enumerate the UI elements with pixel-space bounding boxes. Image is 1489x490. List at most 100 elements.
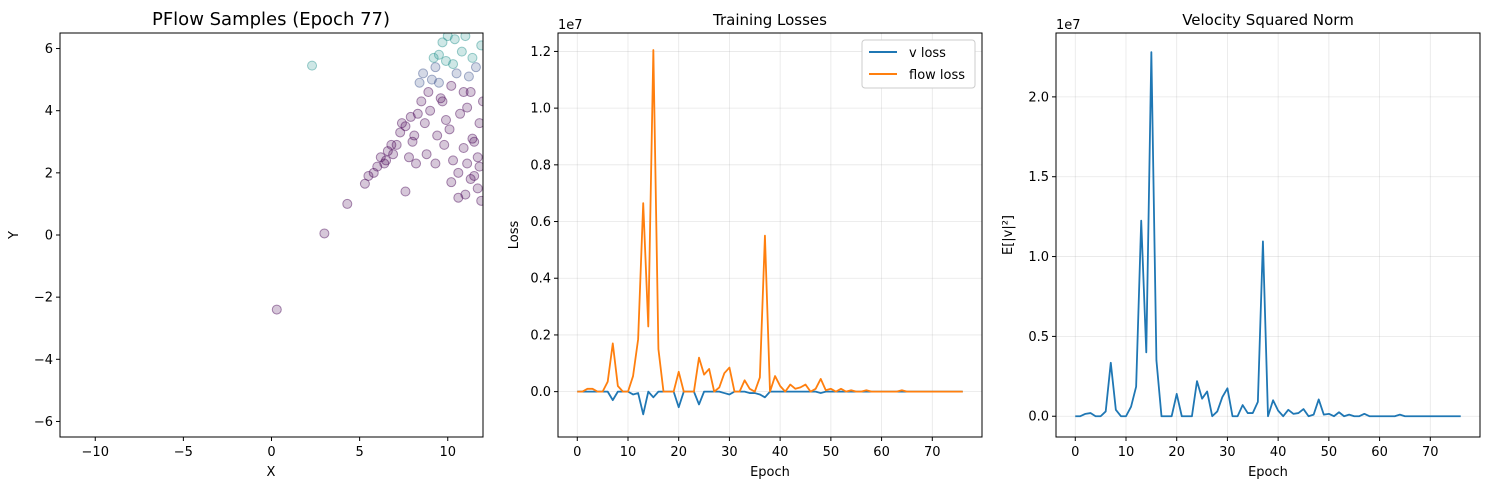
velocity-plot-area: [1075, 51, 1461, 418]
scatter-point: [444, 124, 455, 135]
scatter-point: [458, 87, 469, 98]
velocity-x-ticks: 0 10 20 30 40 50 60 70: [1071, 437, 1439, 460]
y-tick-label: −6: [34, 415, 53, 430]
scatter-point: [421, 149, 432, 160]
losses-legend: v loss flow loss: [861, 39, 976, 89]
y-tick-label: 0.0: [1028, 410, 1049, 425]
scatter-point: [400, 121, 411, 132]
x-tick-label: 5: [355, 445, 363, 460]
scatter-point: [474, 161, 483, 172]
x-tick-label: 70: [924, 445, 941, 460]
scatter-point: [381, 155, 392, 166]
losses-y-label: Loss: [507, 221, 522, 250]
x-tick-label: 30: [1219, 445, 1236, 460]
scatter-point: [412, 108, 423, 119]
x-tick-label: 30: [721, 445, 738, 460]
x-tick-label: 50: [823, 445, 840, 460]
y-tick-label: 0.5: [1028, 330, 1049, 345]
scatter-point: [462, 158, 473, 169]
losses-x-label: Epoch: [750, 465, 790, 480]
y-tick-label: −2: [34, 291, 53, 306]
scatter-point: [467, 52, 478, 63]
scatter-frame: [59, 32, 484, 438]
y-tick-label: 0.6: [530, 215, 551, 230]
velocity-grid: [1056, 33, 1480, 437]
scatter-point: [388, 149, 399, 160]
scatter-point: [448, 59, 459, 70]
scatter-point: [271, 304, 282, 315]
scatter-point: [426, 74, 437, 85]
losses-x-ticks: 0 10 20 30 40 50 60 70: [573, 437, 941, 460]
scatter-point: [465, 174, 476, 185]
scatter-point: [476, 40, 483, 51]
scatter-point: [368, 167, 379, 178]
y-tick-label: 0.8: [530, 158, 551, 173]
scatter-point: [442, 33, 453, 42]
x-tick-label: −10: [82, 445, 109, 460]
scatter-point: [307, 60, 318, 71]
velocity-y-label: E[|v|²]: [1001, 215, 1016, 255]
scatter-point: [433, 77, 444, 88]
y-tick-label: 0: [45, 229, 53, 244]
scatter-point: [430, 158, 441, 169]
scatter-point: [396, 118, 407, 129]
scatter-point: [409, 130, 420, 141]
scatter-point: [453, 167, 464, 178]
scatter-point: [391, 139, 402, 150]
y-tick-label: 0.0: [530, 385, 551, 400]
scatter-point: [379, 158, 390, 169]
scatter-point: [446, 177, 457, 188]
losses-offset-label: 1e7: [558, 18, 583, 33]
scatter-y-ticks: −6 −4 −2 0 2 4 6: [34, 42, 60, 430]
scatter-point: [472, 152, 483, 163]
scatter-y-label: Y: [7, 231, 22, 240]
scatter-point: [469, 136, 480, 147]
losses-y-ticks: 0.0 0.2 0.4 0.6 0.8 1.0 1.2: [530, 45, 558, 400]
y-tick-label: 1.0: [1028, 250, 1049, 265]
losses-plot-area: [577, 49, 963, 416]
scatter-point: [418, 68, 429, 79]
scatter-plot-area: [271, 33, 483, 315]
y-tick-label: 0.4: [530, 272, 551, 287]
x-tick-label: 10: [1118, 445, 1135, 460]
x-tick-label: 70: [1422, 445, 1439, 460]
y-tick-label: −4: [34, 353, 53, 368]
scatter-point: [440, 55, 451, 66]
scatter-point: [439, 139, 450, 150]
scatter-point: [430, 62, 441, 73]
x-tick-label: 60: [873, 445, 890, 460]
scatter-point: [469, 170, 480, 181]
x-tick-label: 20: [670, 445, 687, 460]
scatter-point: [428, 52, 439, 63]
scatter-point: [467, 133, 478, 144]
scatter-point: [319, 228, 330, 239]
scatter-x-label: X: [267, 465, 276, 480]
y-tick-label: 4: [45, 104, 53, 119]
x-tick-label: 10: [620, 445, 637, 460]
scatter-point: [460, 33, 471, 42]
losses-title: Training Losses: [712, 11, 827, 29]
scatter-point: [372, 161, 383, 172]
y-tick-label: 1.0: [530, 102, 551, 117]
scatter-point: [411, 158, 422, 169]
y-tick-label: 2: [45, 166, 53, 181]
scatter-point: [437, 37, 448, 48]
scatter-point: [342, 198, 353, 209]
scatter-point: [437, 96, 448, 107]
scatter-point: [423, 87, 434, 98]
y-tick-label: 0.2: [530, 328, 551, 343]
y-tick-label: 2.0: [1028, 90, 1049, 105]
scatter-x-ticks: −10 −5 0 5 10: [82, 437, 456, 460]
x-tick-label: 0: [267, 445, 275, 460]
legend-flow-loss-label: flow loss: [909, 68, 965, 83]
scatter-point: [433, 49, 444, 60]
scatter-point: [448, 155, 459, 166]
series-line-value: [1075, 51, 1461, 418]
scatter-point: [432, 130, 443, 141]
scatter-points: [271, 33, 483, 315]
scatter-point: [407, 136, 418, 147]
scatter-point: [453, 192, 464, 203]
x-tick-label: 0: [1071, 445, 1079, 460]
velocity-title: Velocity Squared Norm: [1182, 11, 1354, 29]
